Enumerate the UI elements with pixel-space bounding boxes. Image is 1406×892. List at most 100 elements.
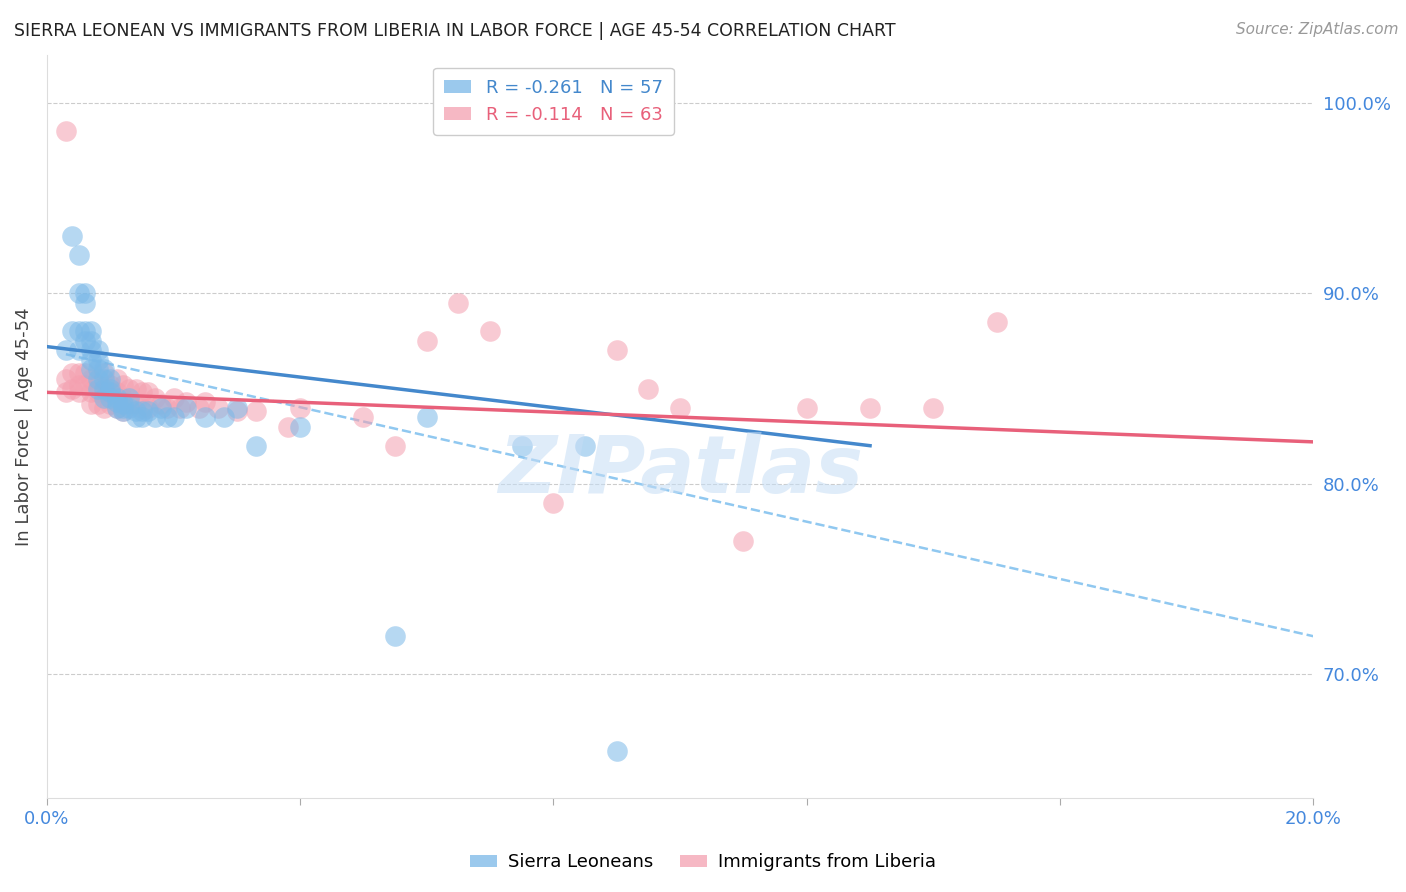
- Point: [73, 295, 96, 310]
- Point: [124, 404, 146, 418]
- Point: [194, 410, 217, 425]
- Point: [86, 372, 108, 386]
- Point: [131, 385, 153, 400]
- Point: [93, 401, 115, 415]
- Point: [162, 410, 184, 425]
- Point: [136, 385, 159, 400]
- Point: [225, 404, 247, 418]
- Point: [245, 404, 267, 418]
- Point: [80, 397, 103, 411]
- Point: [60, 325, 83, 339]
- Point: [105, 391, 128, 405]
- Point: [86, 377, 108, 392]
- Point: [174, 395, 197, 409]
- Point: [118, 401, 141, 415]
- Point: [93, 362, 115, 376]
- Point: [733, 533, 755, 548]
- Point: [859, 401, 882, 415]
- Point: [67, 286, 90, 301]
- Point: [288, 419, 311, 434]
- Point: [169, 401, 191, 415]
- Point: [86, 362, 108, 376]
- Point: [98, 372, 121, 386]
- Point: [73, 286, 96, 301]
- Point: [105, 385, 128, 400]
- Point: [98, 385, 121, 400]
- Point: [80, 372, 103, 386]
- Point: [98, 397, 121, 411]
- Point: [111, 397, 134, 411]
- Point: [111, 401, 134, 415]
- Point: [105, 401, 128, 415]
- Text: ZIPatlas: ZIPatlas: [498, 433, 863, 510]
- Point: [67, 385, 90, 400]
- Point: [225, 401, 247, 415]
- Text: Source: ZipAtlas.com: Source: ZipAtlas.com: [1236, 22, 1399, 37]
- Point: [796, 401, 818, 415]
- Point: [105, 401, 128, 415]
- Point: [149, 397, 172, 411]
- Point: [510, 439, 533, 453]
- Point: [922, 401, 945, 415]
- Point: [80, 325, 103, 339]
- Point: [384, 629, 406, 643]
- Point: [80, 353, 103, 368]
- Point: [86, 343, 108, 358]
- Point: [156, 401, 179, 415]
- Point: [149, 401, 172, 415]
- Point: [86, 397, 108, 411]
- Point: [80, 385, 103, 400]
- Point: [986, 315, 1008, 329]
- Point: [111, 391, 134, 405]
- Point: [187, 401, 209, 415]
- Text: SIERRA LEONEAN VS IMMIGRANTS FROM LIBERIA IN LABOR FORCE | AGE 45-54 CORRELATION: SIERRA LEONEAN VS IMMIGRANTS FROM LIBERI…: [14, 22, 896, 40]
- Point: [80, 362, 103, 376]
- Point: [384, 439, 406, 453]
- Point: [86, 382, 108, 396]
- Point: [105, 372, 128, 386]
- Point: [80, 343, 103, 358]
- Point: [212, 410, 235, 425]
- Point: [93, 391, 115, 405]
- Point: [162, 391, 184, 405]
- Point: [55, 343, 77, 358]
- Point: [479, 325, 502, 339]
- Point: [156, 410, 179, 425]
- Point: [111, 377, 134, 392]
- Point: [416, 334, 439, 348]
- Point: [207, 401, 229, 415]
- Point: [574, 439, 596, 453]
- Point: [637, 382, 659, 396]
- Point: [60, 229, 83, 244]
- Point: [98, 382, 121, 396]
- Point: [105, 395, 128, 409]
- Point: [86, 353, 108, 368]
- Point: [669, 401, 692, 415]
- Point: [136, 404, 159, 418]
- Point: [93, 372, 115, 386]
- Point: [60, 366, 83, 380]
- Point: [93, 385, 115, 400]
- Point: [60, 382, 83, 396]
- Point: [606, 343, 628, 358]
- Point: [136, 401, 159, 415]
- Point: [98, 385, 121, 400]
- Point: [543, 496, 565, 510]
- Point: [174, 401, 197, 415]
- Point: [124, 397, 146, 411]
- Legend: R = -0.261   N = 57, R = -0.114   N = 63: R = -0.261 N = 57, R = -0.114 N = 63: [433, 68, 673, 135]
- Point: [353, 410, 375, 425]
- Point: [194, 395, 217, 409]
- Point: [124, 382, 146, 396]
- Point: [111, 404, 134, 418]
- Point: [86, 385, 108, 400]
- Point: [93, 366, 115, 380]
- Point: [606, 743, 628, 757]
- Point: [67, 248, 90, 262]
- Point: [288, 401, 311, 415]
- Point: [67, 325, 90, 339]
- Point: [124, 410, 146, 425]
- Point: [67, 366, 90, 380]
- Point: [67, 343, 90, 358]
- Point: [143, 410, 166, 425]
